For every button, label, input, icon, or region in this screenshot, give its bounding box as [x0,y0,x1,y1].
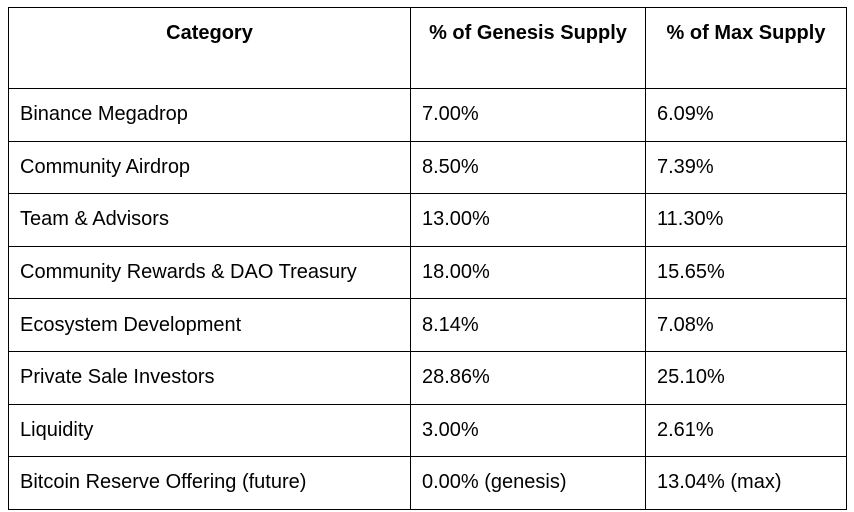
category-cell: Team & Advisors [8,193,411,247]
max-supply-cell: 25.10% [645,350,847,405]
header-category: Category [8,7,411,89]
category-cell: Community Airdrop [8,140,411,195]
category-cell: Liquidity [8,403,411,458]
genesis-supply-cell: 7.00% [410,88,646,142]
table-row: Binance Megadrop 7.00% 6.09% [8,88,847,142]
max-supply-cell: 15.65% [645,245,847,300]
table-row: Community Airdrop 8.50% 7.39% [8,140,847,195]
table-row: Liquidity 3.00% 2.61% [8,403,847,458]
genesis-supply-cell: 18.00% [410,245,646,300]
header-genesis-supply: % of Genesis Supply [410,7,646,89]
category-cell: Binance Megadrop [8,88,411,142]
category-cell: Community Rewards & DAO Treasury [8,245,411,300]
category-cell: Bitcoin Reserve Offering (future) [8,456,411,510]
max-supply-cell: 7.08% [645,298,847,352]
genesis-supply-cell: 28.86% [410,350,646,405]
max-supply-cell: 6.09% [645,88,847,142]
table-row: Ecosystem Development 8.14% 7.08% [8,298,847,352]
genesis-supply-cell: 8.50% [410,140,646,195]
genesis-supply-cell: 0.00% (genesis) [410,456,646,510]
category-cell: Private Sale Investors [8,350,411,405]
header-max-supply: % of Max Supply [645,7,847,89]
max-supply-cell: 11.30% [645,193,847,247]
genesis-supply-cell: 13.00% [410,193,646,247]
table-row: Community Rewards & DAO Treasury 18.00% … [8,245,847,300]
category-cell: Ecosystem Development [8,298,411,352]
max-supply-cell: 7.39% [645,140,847,195]
table-header-row: Category % of Genesis Supply % of Max Su… [8,7,847,89]
table-row: Bitcoin Reserve Offering (future) 0.00% … [8,456,847,510]
table-row: Private Sale Investors 28.86% 25.10% [8,350,847,405]
max-supply-cell: 2.61% [645,403,847,458]
token-allocation-table: Category % of Genesis Supply % of Max Su… [8,7,847,510]
genesis-supply-cell: 8.14% [410,298,646,352]
max-supply-cell: 13.04% (max) [645,456,847,510]
table-row: Team & Advisors 13.00% 11.30% [8,193,847,247]
genesis-supply-cell: 3.00% [410,403,646,458]
